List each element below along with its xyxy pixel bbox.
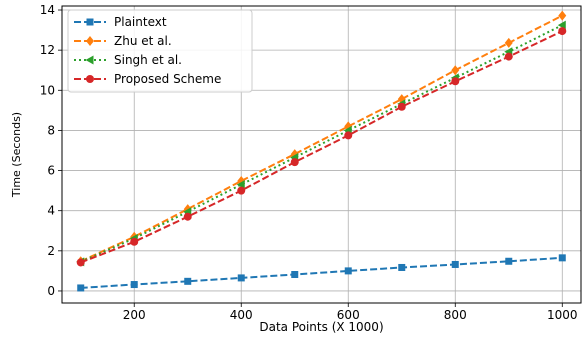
series-line <box>80 256 563 289</box>
series-lines <box>76 10 567 292</box>
y-tick-label: 4 <box>47 204 55 218</box>
legend-item: Zhu et al. <box>74 34 172 48</box>
square-marker <box>86 18 94 26</box>
diamond-marker <box>86 36 94 46</box>
circle-marker <box>558 27 567 36</box>
legend-box <box>67 9 253 93</box>
square-marker <box>398 263 406 271</box>
circle-marker <box>504 52 513 61</box>
circle-marker <box>76 258 85 267</box>
legend-label: Proposed Scheme <box>114 72 221 86</box>
square-marker <box>291 271 299 279</box>
triangle-marker <box>557 20 566 30</box>
legend-label: Zhu et al. <box>114 34 172 48</box>
square-marker <box>505 257 513 265</box>
legend-item: Proposed Scheme <box>74 72 221 86</box>
triangle-marker <box>236 180 245 190</box>
legend-label: Plaintext <box>114 15 167 29</box>
series-line <box>80 14 563 263</box>
square-marker <box>237 274 245 282</box>
diamond-marker <box>344 121 353 132</box>
plot-frame <box>61 5 582 304</box>
x-tick-label: 800 <box>444 308 467 322</box>
triangle-marker <box>85 55 94 65</box>
legend-label: Singh et al. <box>114 53 182 67</box>
legend-item: Singh et al. <box>74 53 182 67</box>
circle-marker <box>237 186 246 195</box>
axis-ticks: 200 400 600 800 1000 0 2 4 6 8 10 12 14 <box>40 3 578 322</box>
diamond-marker <box>451 65 460 76</box>
circle-marker <box>183 212 192 221</box>
square-marker <box>130 281 138 289</box>
x-axis-label: Data Points (X 1000) <box>259 320 383 334</box>
x-tick-label: 200 <box>123 308 146 322</box>
legend-item: Plaintext <box>74 15 167 29</box>
series-0 <box>77 254 566 292</box>
series-1 <box>76 10 567 267</box>
series-line <box>80 30 563 264</box>
circle-marker <box>130 237 139 246</box>
square-marker <box>558 254 566 262</box>
legend: Plaintext Zhu et al. Singh et al. Proposed … <box>67 9 253 93</box>
x-tick-label: 1000 <box>547 308 578 322</box>
series-3 <box>76 27 567 267</box>
circle-marker <box>86 75 94 83</box>
circle-marker <box>397 102 406 111</box>
y-tick-label: 8 <box>47 123 55 137</box>
circle-marker <box>451 77 460 86</box>
y-tick-label: 2 <box>47 244 55 258</box>
y-tick-label: 10 <box>40 83 55 97</box>
x-tick-label: 600 <box>337 308 360 322</box>
y-tick-label: 0 <box>47 284 55 298</box>
square-marker <box>451 260 459 268</box>
y-tick-label: 12 <box>40 43 55 57</box>
diamond-marker <box>558 10 567 21</box>
square-marker <box>184 277 192 285</box>
y-tick-label: 6 <box>47 164 55 178</box>
square-marker <box>77 284 85 292</box>
y-tick-label: 14 <box>40 3 55 17</box>
x-tick-label: 400 <box>230 308 253 322</box>
diamond-marker <box>504 37 513 48</box>
circle-marker <box>344 131 353 140</box>
y-axis-label: Time (Seconds) <box>10 112 23 198</box>
square-marker <box>344 267 352 275</box>
circle-marker <box>290 158 299 167</box>
